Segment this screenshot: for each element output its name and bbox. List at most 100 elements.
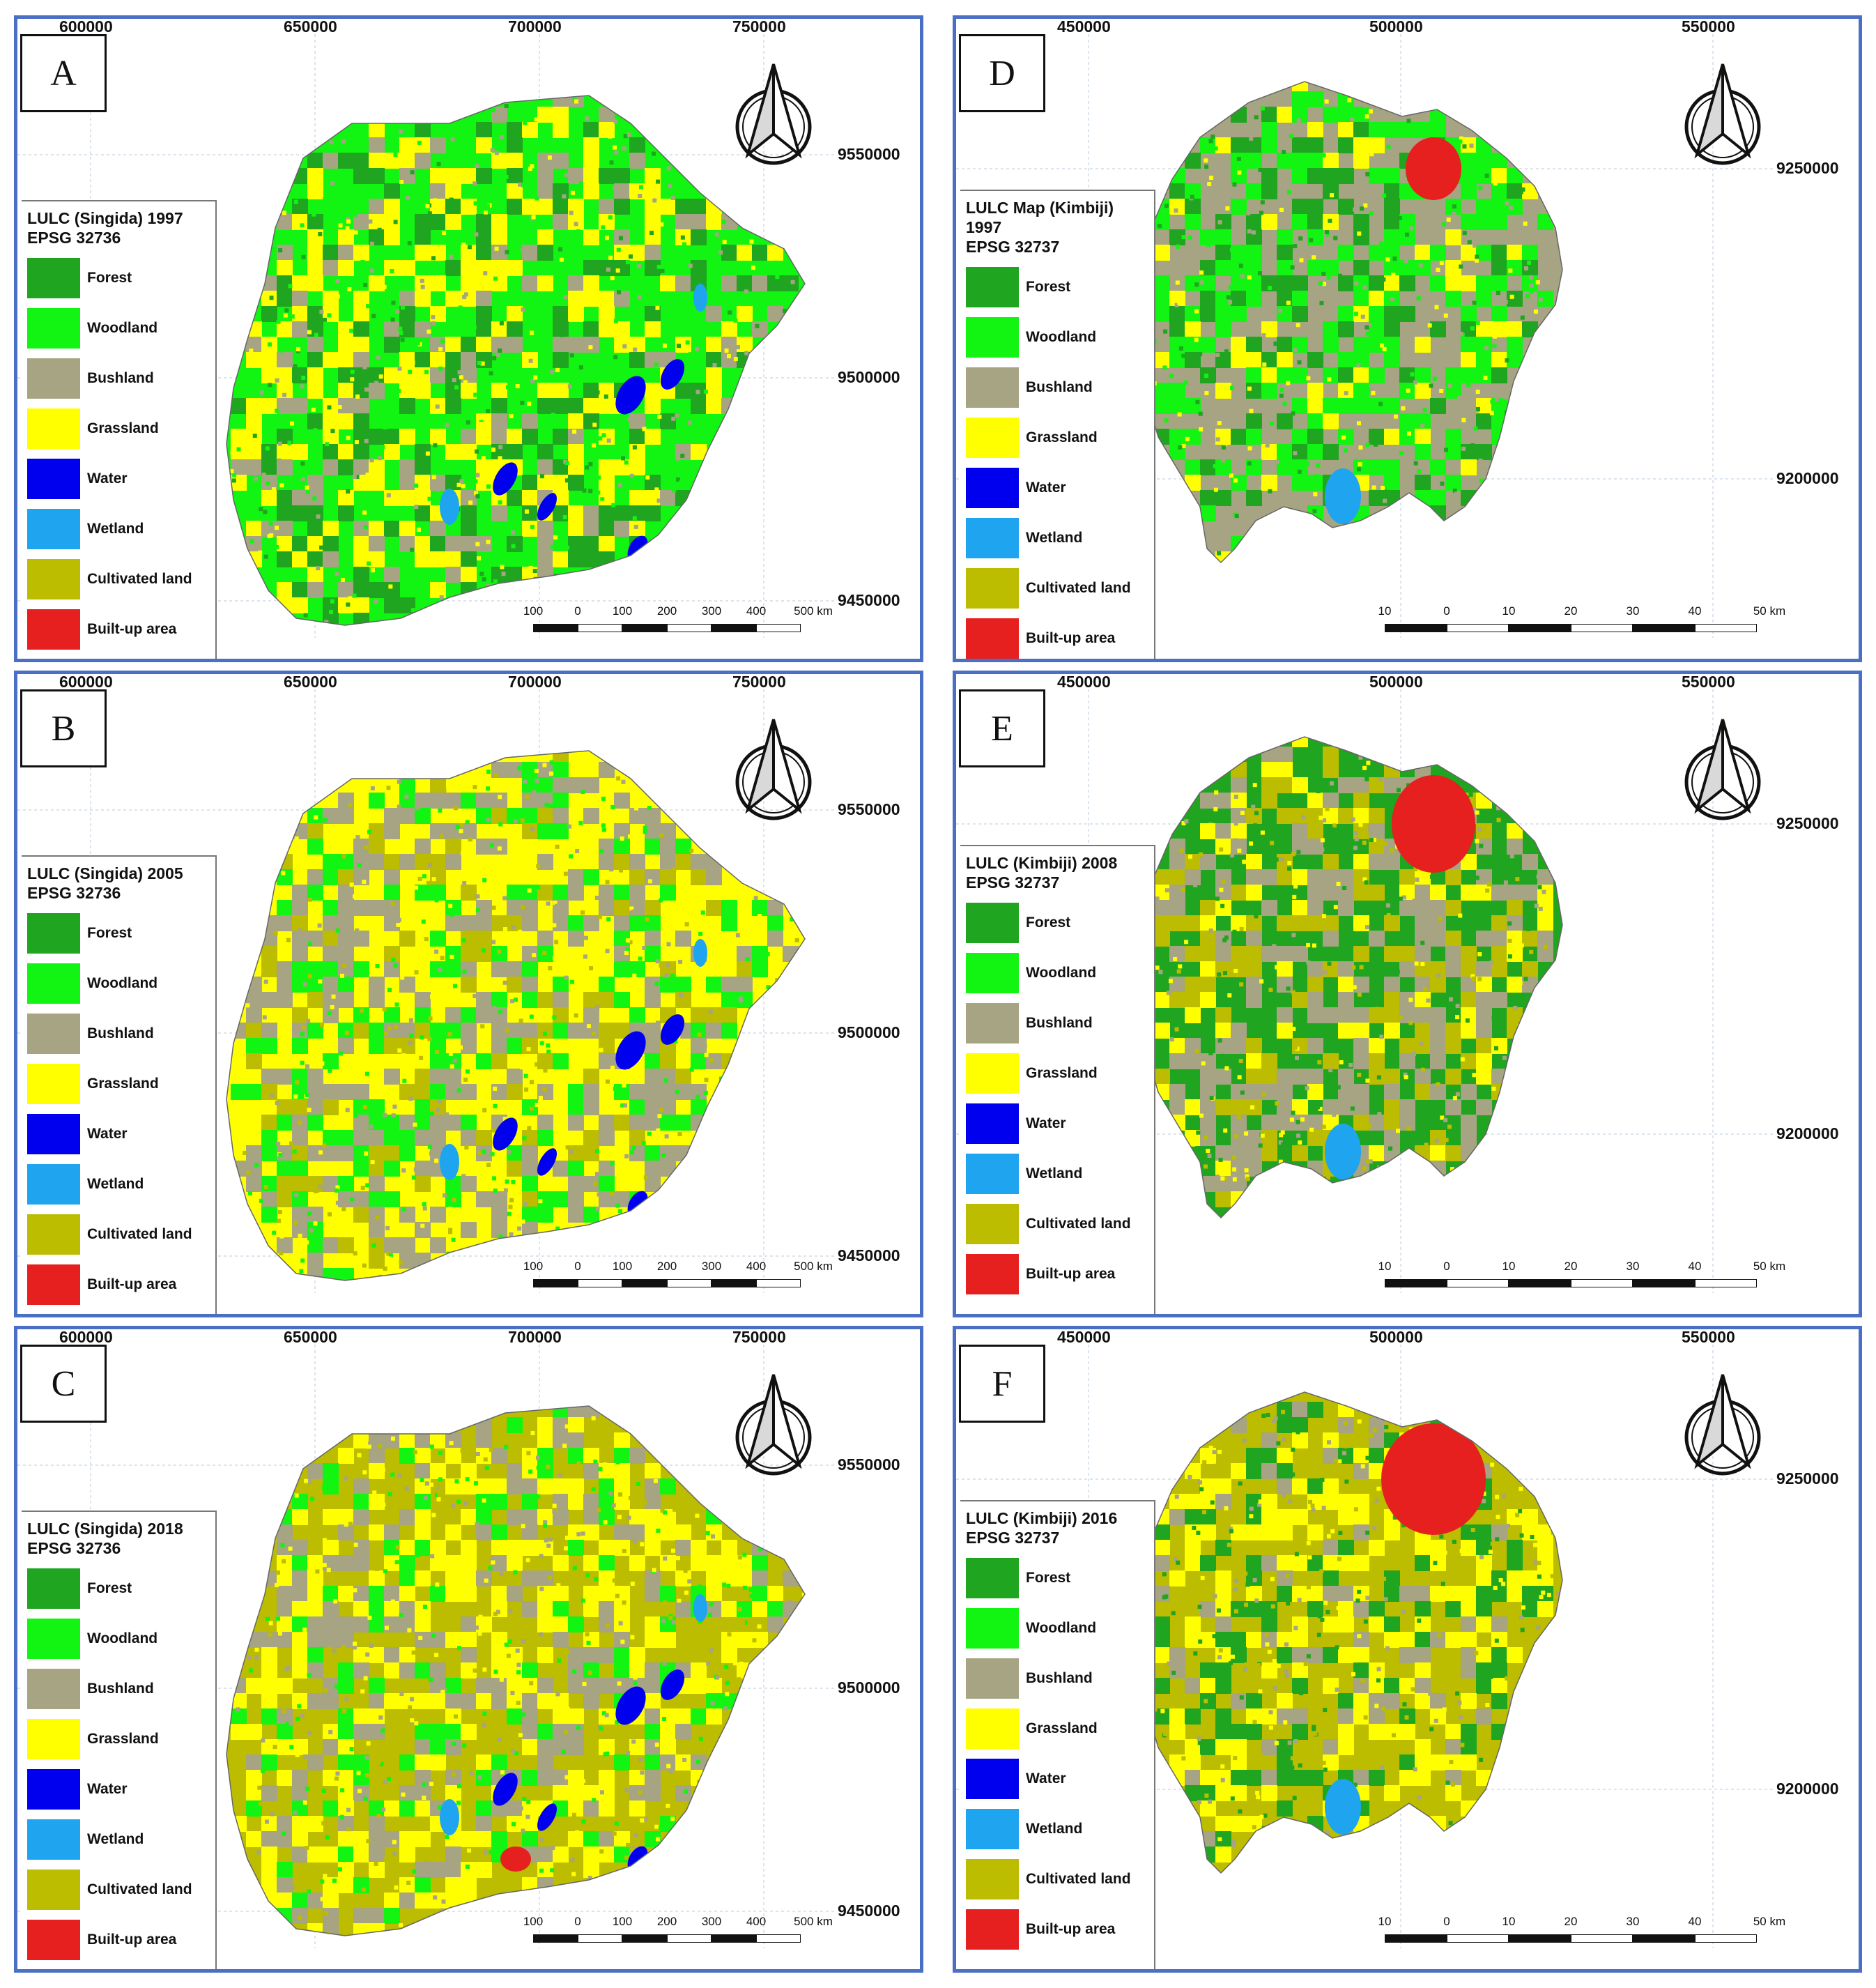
legend-label: Cultivated land <box>1026 580 1131 596</box>
right-coordinate-label: 9200000 <box>1776 1124 1839 1142</box>
lulc-map-f <box>956 1345 1775 1948</box>
map-legend: LULC Map (Kimbiji) 1997 EPSG 32737 Forest W… <box>960 190 1155 659</box>
legend-item: Bushland <box>966 362 1148 413</box>
legend-item: Bushland <box>966 998 1148 1048</box>
legend-swatch <box>966 903 1019 943</box>
scale-segment <box>578 624 622 632</box>
legend-label: Water <box>1026 1771 1066 1787</box>
legend-swatch <box>27 1719 80 1759</box>
map-panel-c: 600000 650000 700000 750000 9550000 9500000 94… <box>14 1326 923 1973</box>
legend-label: Built-up area <box>1026 630 1116 646</box>
legend-epsg: EPSG 32737 <box>966 238 1060 256</box>
legend-label: Grassland <box>1026 1720 1098 1736</box>
legend-item: Cultivated land <box>27 1209 210 1260</box>
legend-label: Forest <box>1026 279 1071 295</box>
scale-segment <box>622 1934 667 1943</box>
legend-swatch <box>966 1708 1019 1749</box>
scale-segment <box>578 1934 622 1943</box>
scale-label: 30 <box>1626 1915 1640 1928</box>
scale-label: 500 km <box>794 1915 833 1928</box>
legend-item: Built-up area <box>27 1915 210 1965</box>
legend-label: Water <box>1026 480 1066 496</box>
legend-swatch <box>27 1568 80 1609</box>
legend-swatch <box>27 1114 80 1154</box>
top-coordinate-label: 600000 <box>59 673 113 691</box>
legend-item: Wetland <box>966 513 1148 563</box>
legend-label: Forest <box>87 925 132 941</box>
legend-item: Forest <box>966 1553 1148 1603</box>
legend-item: Bushland <box>27 353 210 404</box>
scale-segment <box>712 1279 756 1287</box>
legend-swatch <box>966 1053 1019 1094</box>
scale-label: 10 <box>1378 1915 1392 1928</box>
scale-label: 100 <box>523 604 544 618</box>
top-coordinate-label: 500000 <box>1369 17 1423 36</box>
legend-item: Forest <box>966 262 1148 312</box>
panel-label: B <box>20 689 107 767</box>
legend-item: Grassland <box>966 1704 1148 1754</box>
lulc-map-a <box>17 34 836 638</box>
scale-segment <box>622 624 667 632</box>
legend-swatch <box>27 1064 80 1104</box>
scale-segment <box>1385 624 1447 632</box>
legend-epsg: EPSG 32736 <box>27 1539 121 1557</box>
legend-item: Cultivated land <box>27 554 210 604</box>
north-arrow-icon <box>735 719 812 820</box>
scale-label: 50 km <box>1753 1260 1786 1273</box>
scale-segment <box>667 1934 712 1943</box>
scale-segment <box>533 624 578 632</box>
legend-item: Bushland <box>966 1653 1148 1704</box>
legend-item: Grassland <box>27 1714 210 1764</box>
scale-segment <box>1571 624 1633 632</box>
study-area-boundary <box>1137 736 1563 1219</box>
study-area-boundary <box>226 95 806 626</box>
legend-item: Wetland <box>966 1804 1148 1854</box>
scale-label: 300 <box>701 1260 722 1273</box>
study-area-boundary <box>226 1405 806 1936</box>
legend-swatch <box>966 1254 1019 1294</box>
legend-swatch <box>966 418 1019 458</box>
legend-label: Water <box>87 1781 128 1797</box>
map-legend: LULC (Singida) 2018 EPSG 32736 Forest Woodl… <box>22 1511 217 1969</box>
legend-swatch <box>966 1809 1019 1849</box>
legend-label: Woodland <box>87 1630 158 1646</box>
scale-label: 40 <box>1688 1260 1702 1273</box>
legend-swatch <box>27 913 80 954</box>
legend-item: Grassland <box>27 404 210 454</box>
legend-label: Forest <box>87 270 132 286</box>
right-coordinate-label: 9200000 <box>1776 469 1839 487</box>
legend-label: Woodland <box>1026 965 1097 981</box>
study-area-boundary <box>226 750 806 1281</box>
legend-item: Water <box>27 1109 210 1159</box>
scale-segment <box>1571 1934 1633 1943</box>
legend-item: Woodland <box>966 1603 1148 1653</box>
legend-item: Water <box>27 1764 210 1814</box>
top-coordinate-label: 500000 <box>1369 673 1423 691</box>
north-arrow-icon <box>735 63 812 165</box>
legend-label: Bushland <box>1026 1670 1093 1686</box>
scale-label: 200 <box>656 1260 677 1273</box>
north-arrow-icon <box>735 1374 812 1476</box>
legend-label: Wetland <box>1026 1165 1083 1182</box>
legend-swatch <box>966 1759 1019 1799</box>
study-area-boundary <box>1137 81 1563 564</box>
legend-item: Water <box>966 1754 1148 1804</box>
legend-item: Woodland <box>966 312 1148 362</box>
legend-item: Bushland <box>27 1664 210 1714</box>
scale-label: 300 <box>701 604 722 618</box>
legend-item: Woodland <box>27 303 210 353</box>
legend-epsg: EPSG 32737 <box>966 1529 1060 1547</box>
scale-label: 100 <box>523 1915 544 1928</box>
scale-segment <box>578 1279 622 1287</box>
legend-swatch <box>966 618 1019 659</box>
legend-item: Wetland <box>966 1149 1148 1199</box>
legend-label: Wetland <box>87 1831 144 1847</box>
legend-label: Grassland <box>1026 429 1098 445</box>
legend-swatch <box>966 953 1019 993</box>
legend-label: Woodland <box>87 320 158 336</box>
legend-swatch <box>27 609 80 650</box>
panel-label: F <box>959 1345 1045 1423</box>
scale-label: 200 <box>656 1915 677 1928</box>
legend-item: Cultivated land <box>966 1199 1148 1249</box>
legend-item: Wetland <box>27 1814 210 1865</box>
